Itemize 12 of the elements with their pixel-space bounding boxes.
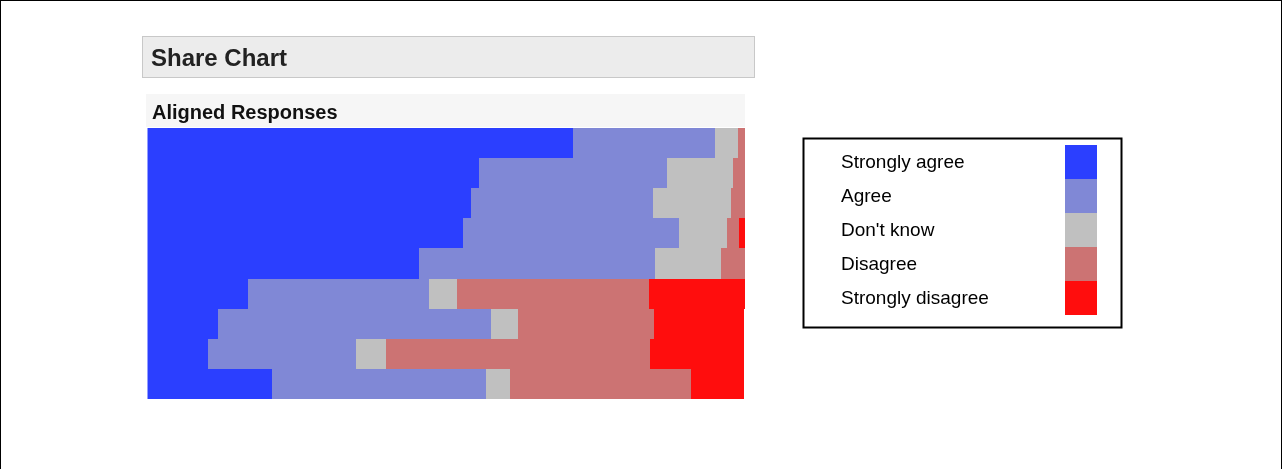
bar <box>739 218 745 249</box>
chart-subtitle: Aligned Responses <box>152 101 338 123</box>
bar <box>490 308 519 339</box>
bar <box>486 368 511 399</box>
text: Agree <box>841 185 892 206</box>
text: Strongly agree <box>841 151 965 172</box>
text: Disagree <box>841 253 918 274</box>
bar <box>356 338 387 369</box>
bar <box>428 278 457 309</box>
text: Strongly disagree <box>841 287 989 308</box>
chart-title: Share Chart <box>151 44 288 71</box>
text: Don't know <box>841 219 935 240</box>
